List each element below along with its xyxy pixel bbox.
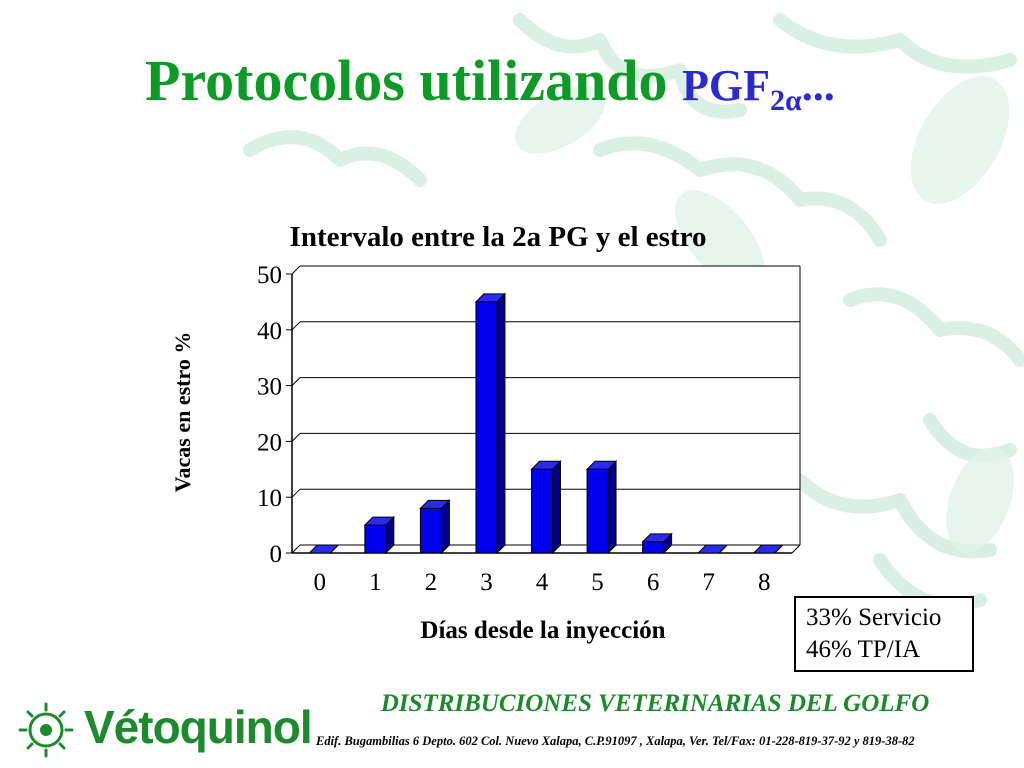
stats-servicio: 33% Servicio	[806, 604, 942, 631]
bar-4	[531, 468, 553, 554]
x-tick-label: 3	[480, 569, 493, 596]
chart-title: Intervalo entre la 2a PG y el estro	[290, 221, 707, 253]
y-tick-label: 10	[257, 485, 282, 512]
bar-top	[696, 544, 729, 554]
x-tick-label: 5	[591, 569, 604, 596]
bar-side	[607, 460, 617, 555]
bar-3	[475, 301, 498, 554]
bar-6	[642, 541, 665, 554]
x-axis-label: Días desde la inyección	[420, 617, 665, 644]
title-formula-subscript: 2α	[770, 84, 802, 117]
title-formula-base: PGF	[682, 61, 771, 110]
title-main: Protocolos utilizando	[145, 48, 668, 113]
y-tick-label: 50	[257, 262, 282, 289]
page-title: Protocolos utilizando PGF2α...	[145, 52, 835, 116]
gridline-side	[291, 265, 301, 275]
x-tick-label: 7	[702, 569, 715, 596]
x-tick-label: 2	[425, 569, 438, 596]
company-address: Edif. Bugambilias 6 Depto. 602 Col. Nuev…	[316, 734, 915, 748]
bar-side	[496, 292, 506, 555]
y-axis-label: Vacas en estro %	[170, 332, 195, 493]
x-tick-label: 6	[647, 569, 660, 596]
bar-2	[419, 507, 442, 554]
bar-side	[552, 460, 561, 555]
gridline-side	[291, 544, 301, 554]
gridline-side	[291, 377, 301, 386]
bar-1	[364, 524, 387, 554]
x-tick-label: 4	[536, 569, 549, 596]
plot-background	[292, 266, 800, 553]
title-formula-ellipsis: ...	[801, 61, 835, 110]
y-tick-label: 30	[257, 374, 282, 401]
company-name: DISTRIBUCIONES VETERINARIAS DEL GOLFO	[380, 690, 930, 717]
stats-tp-ia: 46% TP/IA	[806, 636, 921, 663]
plot-area: 0 10 20 30 40 50 0 1 2 3 4 5 6 7 8	[257, 262, 801, 596]
vetoquinol-logo-text: Vétoquinol	[84, 701, 313, 753]
bar-top	[752, 544, 784, 554]
bar-5	[586, 468, 609, 554]
company-name-row: DISTRIBUCIONES VETERINARIAS DEL GOLFO	[0, 690, 1024, 718]
gridline-side	[291, 433, 301, 442]
y-tick-label: 0	[270, 541, 283, 568]
title-formula: PGF2α...	[682, 61, 835, 116]
y-tick-label: 40	[257, 318, 282, 345]
y-tick-label: 20	[257, 429, 282, 456]
x-tick-label: 0	[314, 569, 327, 596]
stats-box: 33% Servicio 46% TP/IA	[794, 596, 974, 672]
x-tick-label: 8	[758, 569, 771, 596]
bar-side	[440, 499, 450, 555]
gridline-side	[291, 488, 301, 498]
vetoquinol-logo-icon	[18, 702, 74, 758]
bar-top	[308, 544, 340, 554]
gridline-side	[291, 321, 301, 331]
x-tick-label: 1	[369, 569, 382, 596]
x-axis-depth	[791, 544, 801, 554]
